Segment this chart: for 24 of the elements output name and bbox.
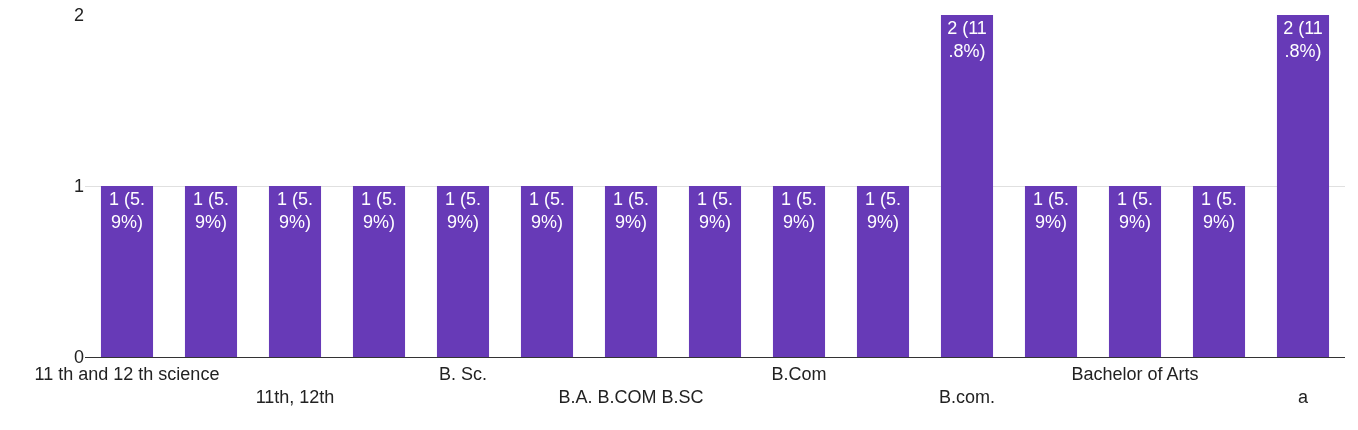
data-label: 1 (5.9%) bbox=[108, 189, 146, 233]
x-tick-label: Bachelor of Arts bbox=[1071, 363, 1199, 384]
data-label: 2 (11.8%) bbox=[1283, 18, 1323, 62]
data-label: 1 (5.9%) bbox=[780, 189, 818, 233]
x-tick-label: B.Com bbox=[771, 363, 827, 384]
data-label: 2 (11.8%) bbox=[947, 18, 987, 62]
data-label: 1 (5.9%) bbox=[1200, 189, 1238, 233]
data-label: 1 (5.9%) bbox=[1116, 189, 1154, 233]
y-tick-label: 1 bbox=[73, 176, 84, 197]
x-tick-label: B.com. bbox=[938, 387, 996, 407]
data-label: 1 (5.9%) bbox=[360, 189, 398, 233]
x-tick-label: B. Sc. bbox=[438, 363, 488, 384]
x-tick-label: B.A. B.COM B.SC bbox=[558, 387, 704, 407]
data-label: 1 (5.9%) bbox=[528, 189, 566, 233]
data-label: 1 (5.9%) bbox=[276, 189, 314, 233]
data-label: 1 (5.9%) bbox=[1032, 189, 1070, 233]
data-label: 1 (5.9%) bbox=[192, 189, 230, 233]
y-tick-label: 2 bbox=[73, 5, 84, 26]
x-tick-label: 11th, 12th bbox=[255, 387, 335, 407]
data-label: 1 (5.9%) bbox=[612, 189, 650, 233]
data-label: 1 (5.9%) bbox=[444, 189, 482, 233]
x-tick-label: a bbox=[1297, 387, 1309, 407]
data-label: 1 (5.9%) bbox=[864, 189, 902, 233]
data-label: 1 (5.9%) bbox=[696, 189, 734, 233]
